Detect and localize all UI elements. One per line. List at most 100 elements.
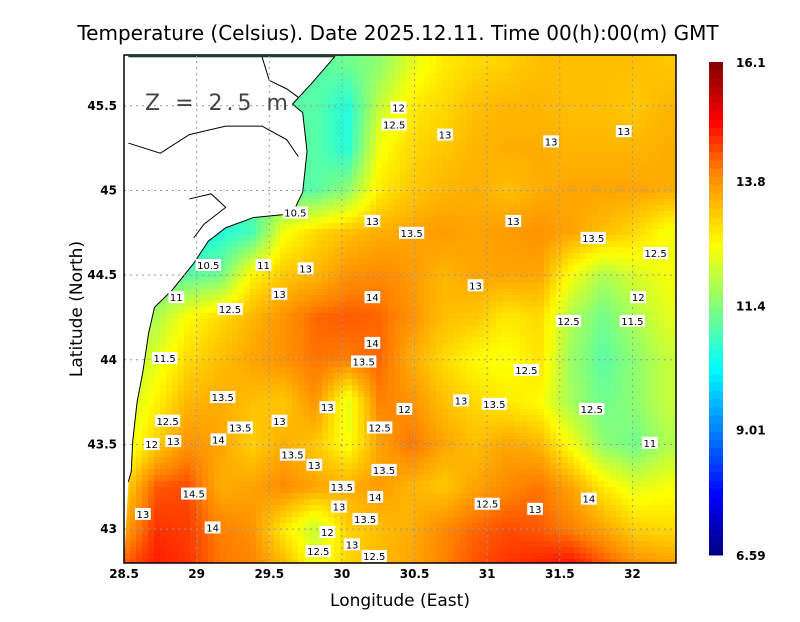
- heatmap-cell: [406, 355, 413, 362]
- heatmap-cell: [646, 181, 653, 188]
- heatmap-cell: [592, 67, 599, 74]
- heatmap-cell: [232, 331, 239, 338]
- heatmap-cell: [448, 205, 455, 212]
- heatmap-cell: [328, 283, 335, 290]
- heatmap-cell: [406, 145, 413, 152]
- heatmap-cell: [568, 145, 575, 152]
- heatmap-cell: [172, 337, 179, 344]
- heatmap-cell: [352, 265, 359, 272]
- heatmap-cell: [310, 91, 317, 98]
- heatmap-cell: [178, 337, 185, 344]
- heatmap-cell: [322, 163, 329, 170]
- heatmap-cell: [208, 241, 215, 248]
- heatmap-cell: [418, 139, 425, 146]
- heatmap-cell: [328, 61, 335, 68]
- heatmap-cell: [526, 343, 533, 350]
- heatmap-cell: [436, 211, 443, 218]
- heatmap-cell: [316, 103, 323, 110]
- heatmap-cell: [454, 157, 461, 164]
- heatmap-cell: [328, 187, 335, 194]
- heatmap-cell: [568, 259, 575, 266]
- heatmap-cell: [502, 313, 509, 320]
- heatmap-cell: [334, 253, 341, 260]
- heatmap-cell: [172, 301, 179, 308]
- heatmap-cell: [370, 151, 377, 158]
- heatmap-cell: [532, 289, 539, 296]
- heatmap-cell: [562, 97, 569, 104]
- heatmap-cell: [424, 211, 431, 218]
- heatmap-cell: [286, 319, 293, 326]
- heatmap-cell: [388, 79, 395, 86]
- heatmap-cell: [298, 97, 305, 104]
- heatmap-cell: [550, 79, 557, 86]
- heatmap-cell: [604, 121, 611, 128]
- heatmap-cell: [316, 343, 323, 350]
- heatmap-cell: [418, 283, 425, 290]
- heatmap-cell: [538, 307, 545, 314]
- heatmap-cell: [388, 337, 395, 344]
- heatmap-cell: [244, 337, 251, 344]
- heatmap-cell: [292, 319, 299, 326]
- heatmap-cell: [466, 55, 473, 62]
- heatmap-cell: [472, 307, 479, 314]
- heatmap-cell: [670, 193, 676, 200]
- heatmap-cell: [454, 223, 461, 230]
- heatmap-cell: [286, 343, 293, 350]
- heatmap-cell: [310, 157, 317, 164]
- heatmap-cell: [214, 319, 221, 326]
- heatmap-cell: [460, 307, 467, 314]
- heatmap-cell: [322, 85, 329, 92]
- heatmap-cell: [172, 331, 179, 338]
- heatmap-cell: [256, 235, 263, 242]
- heatmap-cell: [538, 163, 545, 170]
- heatmap-cell: [658, 241, 665, 248]
- heatmap-cell: [514, 313, 521, 320]
- heatmap-cell: [322, 73, 329, 80]
- heatmap-cell: [262, 241, 269, 248]
- heatmap-cell: [154, 307, 161, 314]
- heatmap-cell: [322, 373, 329, 380]
- heatmap-cell: [358, 247, 365, 254]
- heatmap-cell: [568, 169, 575, 176]
- heatmap-cell: [610, 97, 617, 104]
- heatmap-cell: [358, 241, 365, 248]
- heatmap-cell: [484, 91, 491, 98]
- heatmap-cell: [406, 259, 413, 266]
- heatmap-cell: [664, 157, 671, 164]
- heatmap-cell: [388, 169, 395, 176]
- heatmap-cell: [400, 355, 407, 362]
- heatmap-cell: [580, 301, 587, 308]
- heatmap-cell: [622, 157, 629, 164]
- heatmap-cell: [448, 319, 455, 326]
- heatmap-cell: [442, 181, 449, 188]
- heatmap-cell: [466, 73, 473, 80]
- heatmap-cell: [592, 127, 599, 134]
- heatmap-cell: [430, 97, 437, 104]
- heatmap-cell: [472, 61, 479, 68]
- heatmap-cell: [490, 235, 497, 242]
- heatmap-cell: [256, 367, 263, 374]
- heatmap-cell: [400, 367, 407, 374]
- heatmap-cell: [436, 55, 443, 62]
- heatmap-cell: [580, 349, 587, 356]
- heatmap-cell: [406, 127, 413, 134]
- heatmap-cell: [262, 343, 269, 350]
- heatmap-cell: [160, 367, 167, 374]
- heatmap-cell: [568, 361, 575, 368]
- heatmap-cell: [634, 133, 641, 140]
- heatmap-cell: [364, 277, 371, 284]
- heatmap-cell: [388, 55, 395, 62]
- heatmap-cell: [646, 199, 653, 206]
- heatmap-cell: [592, 163, 599, 170]
- heatmap-cell: [424, 157, 431, 164]
- heatmap-cell: [292, 253, 299, 260]
- heatmap-cell: [652, 223, 659, 230]
- heatmap-cell: [490, 79, 497, 86]
- heatmap-cell: [322, 313, 329, 320]
- heatmap-cell: [394, 151, 401, 158]
- heatmap-cell: [562, 115, 569, 122]
- heatmap-cell: [610, 253, 617, 260]
- heatmap-cell: [550, 91, 557, 98]
- heatmap-cell: [610, 91, 617, 98]
- heatmap-cell: [652, 211, 659, 218]
